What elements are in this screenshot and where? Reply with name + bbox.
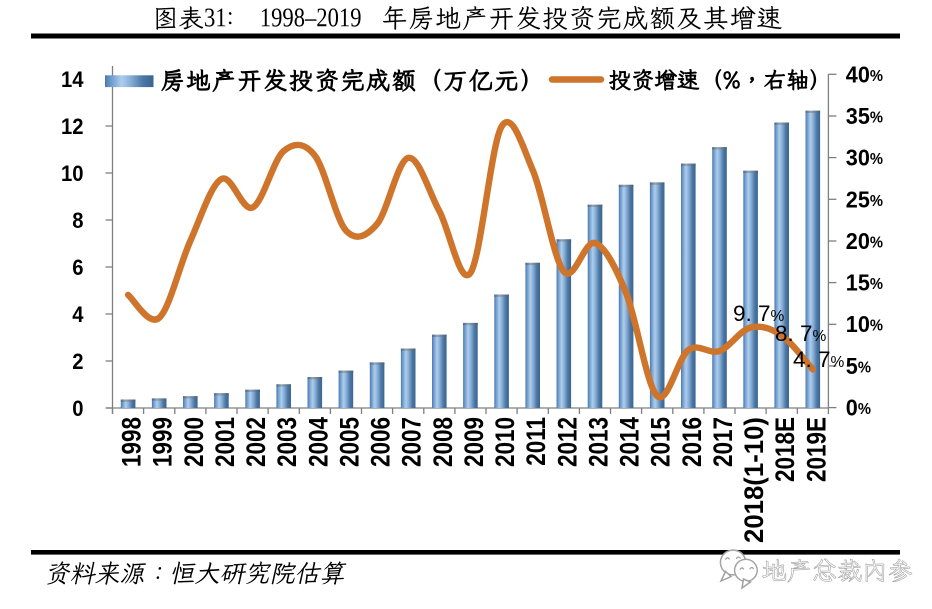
svg-text:2001: 2001 (211, 417, 240, 467)
svg-text:9. 7%: 9. 7% (733, 301, 785, 326)
svg-text:8: 8 (72, 209, 83, 233)
svg-text:1999: 1999 (149, 417, 178, 467)
svg-text:4: 4 (72, 303, 83, 327)
svg-text:2011: 2011 (522, 417, 551, 466)
svg-text:2018(1-10): 2018(1-10) (739, 417, 770, 543)
svg-text:2000: 2000 (180, 417, 209, 467)
svg-text:2019E: 2019E (802, 417, 831, 482)
svg-text:2010: 2010 (491, 417, 520, 467)
svg-text:6: 6 (72, 256, 83, 280)
svg-text:2006: 2006 (367, 417, 396, 467)
svg-text:2009: 2009 (460, 417, 489, 467)
svg-text:1998: 1998 (118, 417, 147, 467)
svg-text:2005: 2005 (336, 417, 365, 467)
svg-text:2018E: 2018E (771, 417, 800, 482)
svg-text:2014: 2014 (616, 417, 645, 467)
svg-text:2016: 2016 (678, 417, 707, 467)
svg-text:2015: 2015 (647, 417, 676, 467)
svg-text:20%: 20% (846, 228, 883, 254)
svg-text:2012: 2012 (553, 417, 582, 467)
svg-text:2: 2 (72, 350, 83, 374)
svg-text:2008: 2008 (429, 417, 458, 467)
svg-text:10: 10 (61, 162, 84, 186)
svg-text:2013: 2013 (585, 417, 614, 467)
svg-text:12: 12 (61, 115, 84, 139)
svg-text:14: 14 (61, 68, 84, 92)
svg-text:2017: 2017 (709, 417, 738, 467)
svg-text:2007: 2007 (398, 417, 427, 467)
svg-text:2002: 2002 (242, 417, 271, 467)
svg-text:2004: 2004 (304, 417, 333, 467)
svg-text:0: 0 (72, 397, 83, 421)
svg-text:10%: 10% (846, 311, 883, 337)
svg-text:2003: 2003 (273, 417, 302, 467)
